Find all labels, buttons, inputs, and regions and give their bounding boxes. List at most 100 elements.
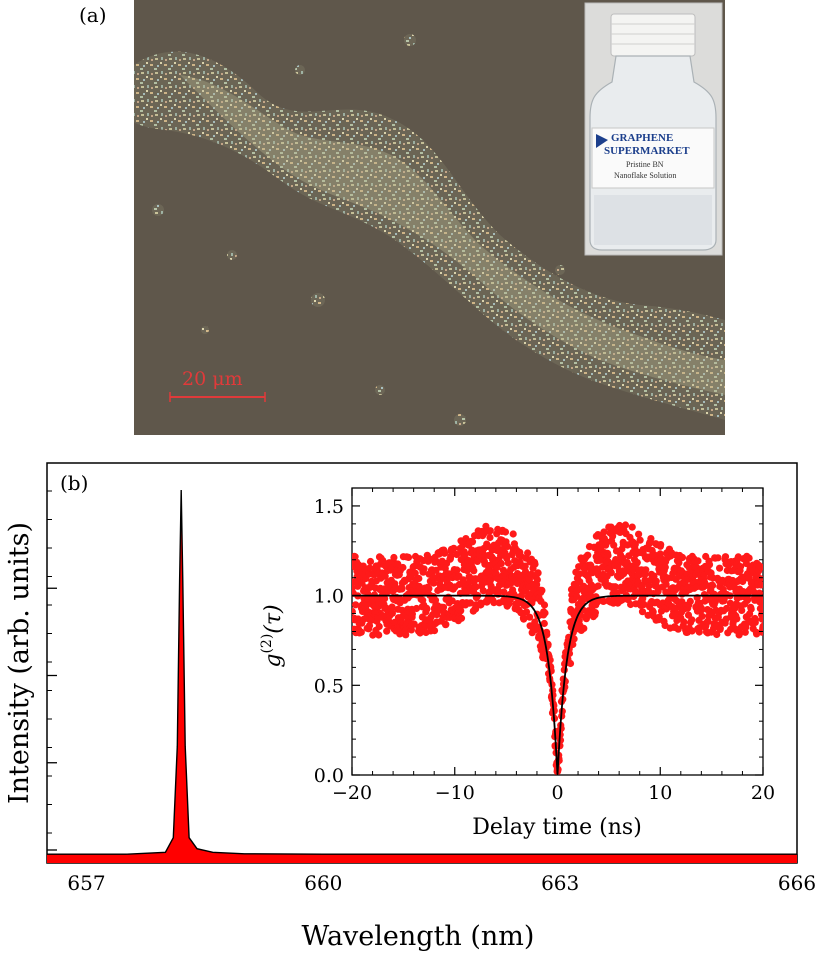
g2-data-points bbox=[352, 521, 763, 775]
g2-data-point bbox=[423, 605, 431, 613]
g2-data-point bbox=[644, 611, 652, 619]
inset-x-tick-label: 20 bbox=[751, 782, 775, 804]
g2-data-point bbox=[698, 612, 706, 620]
g2-data-point bbox=[411, 569, 419, 577]
g2-data-point bbox=[394, 560, 402, 568]
inset-x-axis-title: Delay time (ns) bbox=[472, 815, 642, 840]
g2-data-point bbox=[503, 542, 512, 551]
g2-data-point bbox=[447, 552, 455, 560]
main-x-tick-label: 663 bbox=[541, 871, 579, 895]
main-x-tick-label: 657 bbox=[67, 871, 105, 895]
bottle-product-line1: Pristine BN bbox=[626, 160, 664, 169]
g2-data-point bbox=[468, 538, 477, 546]
g2-data-point bbox=[399, 563, 407, 572]
g2-data-point bbox=[453, 550, 461, 559]
g2-data-point bbox=[430, 579, 438, 587]
g2-data-point bbox=[757, 563, 763, 571]
bottle-photo: GRAPHENE SUPERMARKET Pristine BN Nanofla… bbox=[584, 2, 723, 256]
g2-data-point bbox=[721, 553, 730, 561]
g2-data-point bbox=[600, 528, 608, 536]
g2-data-point bbox=[745, 554, 753, 562]
g-superscript: (2) bbox=[259, 634, 275, 654]
flake bbox=[295, 65, 305, 75]
bottle-liquid bbox=[594, 195, 712, 245]
inset-x-tick-label: −20 bbox=[332, 782, 372, 804]
g2-data-point bbox=[570, 635, 578, 643]
main-x-axis-title: Wavelength (nm) bbox=[302, 921, 535, 952]
g2-data-point bbox=[457, 614, 466, 622]
g2-data-point bbox=[636, 536, 644, 544]
g2-data-point bbox=[654, 587, 662, 596]
g2-data-point bbox=[575, 570, 584, 578]
g2-data-point bbox=[540, 619, 548, 628]
inset-y-ticks: 0.0 0.5 1.0 1.5 bbox=[314, 496, 763, 787]
g2-data-point bbox=[594, 582, 602, 590]
g2-data-point bbox=[714, 554, 722, 562]
bottle-product-line2: Nanoflake Solution bbox=[614, 171, 676, 180]
g2-data-point bbox=[404, 553, 413, 562]
main-y-ticks bbox=[47, 490, 57, 851]
g2-data-point bbox=[420, 565, 428, 573]
g2-data-point bbox=[698, 606, 706, 614]
g2-data-point bbox=[675, 559, 683, 567]
g2-data-point bbox=[688, 627, 696, 635]
main-x-tick-label: 666 bbox=[778, 871, 816, 895]
panel-b-label: (b) bbox=[60, 471, 88, 495]
g2-data-point bbox=[388, 603, 396, 611]
g2-data-point bbox=[408, 610, 416, 618]
g2-data-point bbox=[450, 544, 458, 552]
g-symbol: g bbox=[261, 654, 286, 668]
g2-data-point bbox=[352, 553, 359, 561]
g2-data-point bbox=[674, 625, 682, 633]
g-argument: (τ) bbox=[261, 604, 286, 633]
bottle-label bbox=[591, 127, 715, 189]
scale-bar-label: 20 μm bbox=[182, 368, 243, 390]
g2-data-point bbox=[461, 550, 469, 558]
g2-data-point bbox=[686, 597, 694, 606]
g2-data-point bbox=[504, 559, 512, 567]
g2-data-point bbox=[531, 560, 539, 568]
g2-data-point bbox=[509, 530, 517, 538]
g2-data-point bbox=[704, 617, 712, 625]
g2-data-point bbox=[470, 567, 478, 575]
g2-data-point bbox=[415, 582, 423, 591]
g2-data-point bbox=[479, 587, 487, 595]
g2-data-point bbox=[680, 618, 688, 626]
inset-y-tick-label: 1.5 bbox=[314, 496, 344, 518]
main-x-ticks: 657 660 663 666 bbox=[67, 854, 816, 895]
g2-data-point bbox=[750, 588, 758, 596]
g2-data-point bbox=[569, 640, 577, 649]
panel-a-label: (a) bbox=[79, 3, 107, 27]
g2-data-point bbox=[522, 608, 531, 616]
g2-data-point bbox=[534, 569, 542, 577]
g2-data-point bbox=[587, 562, 595, 570]
flake bbox=[201, 326, 209, 334]
g2-data-point bbox=[477, 601, 485, 609]
g2-data-point bbox=[633, 559, 641, 567]
g2-data-point bbox=[621, 521, 630, 529]
g2-data-point bbox=[486, 527, 494, 535]
g2-data-point bbox=[591, 609, 600, 617]
g2-data-point bbox=[500, 588, 508, 596]
main-y-axis-title: Intensity (arb. units) bbox=[4, 522, 35, 804]
g2-data-point bbox=[604, 551, 612, 560]
g2-data-point bbox=[628, 523, 636, 531]
g2-data-point bbox=[365, 622, 374, 630]
g2-data-point bbox=[642, 566, 650, 574]
g2-data-point bbox=[524, 549, 532, 557]
g2-data-point bbox=[739, 577, 747, 586]
g2-data-point bbox=[430, 627, 439, 635]
g2-data-point bbox=[472, 583, 480, 591]
g2-data-point bbox=[661, 563, 669, 571]
g2-data-point bbox=[494, 587, 502, 595]
inset-x-tick-label: 10 bbox=[648, 782, 672, 804]
g2-data-point bbox=[453, 566, 461, 574]
g2-data-point bbox=[566, 659, 575, 668]
g2-data-point bbox=[533, 576, 541, 584]
flake bbox=[454, 414, 466, 426]
g2-data-point bbox=[662, 580, 670, 588]
g2-data-point bbox=[520, 615, 528, 623]
inset-x-tick-label: −10 bbox=[435, 782, 475, 804]
g2-data-point bbox=[425, 585, 433, 593]
spectrum-line bbox=[47, 489, 797, 855]
